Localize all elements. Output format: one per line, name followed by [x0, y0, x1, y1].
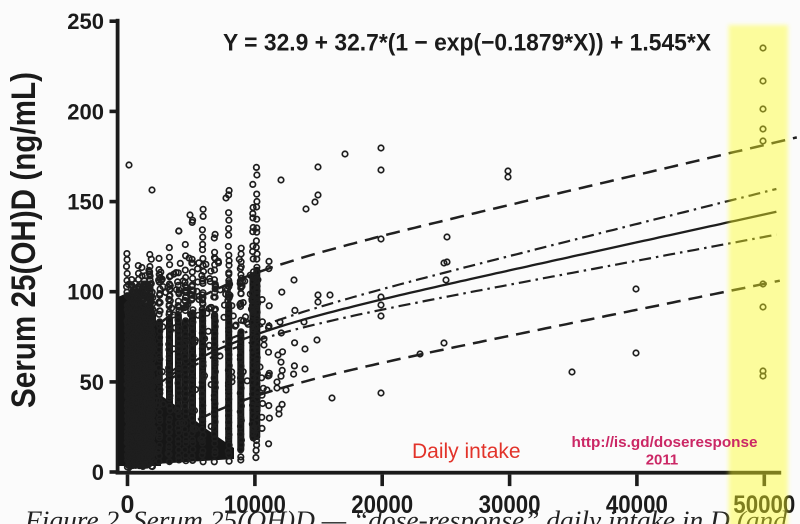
svg-text:Daily intake: Daily intake: [412, 440, 521, 463]
svg-text:Serum 25(OH)D (ng/mL): Serum 25(OH)D (ng/mL): [5, 72, 43, 408]
svg-text:Y = 32.9 + 32.7*(1 − exp(−0.18: Y = 32.9 + 32.7*(1 − exp(−0.1879*X)) + 1…: [223, 30, 712, 57]
svg-text:200: 200: [67, 99, 104, 124]
svg-text:50: 50: [80, 370, 104, 395]
svg-text:150: 150: [67, 190, 104, 215]
svg-text:30000: 30000: [479, 491, 541, 519]
svg-text:0: 0: [121, 491, 135, 519]
svg-text:250: 250: [67, 9, 104, 34]
svg-text:http://is.gd/doseresponse: http://is.gd/doseresponse: [572, 434, 758, 451]
svg-text:10000: 10000: [224, 491, 286, 519]
svg-text:2011: 2011: [646, 452, 679, 469]
svg-text:100: 100: [67, 280, 104, 305]
svg-text:40000: 40000: [606, 491, 668, 519]
svg-text:0: 0: [92, 460, 104, 485]
svg-text:Figure 2. Serum 25(OH)D — “do: Figure 2. Serum 25(OH)D — “dose-response…: [24, 506, 788, 524]
svg-text:20000: 20000: [351, 491, 413, 519]
